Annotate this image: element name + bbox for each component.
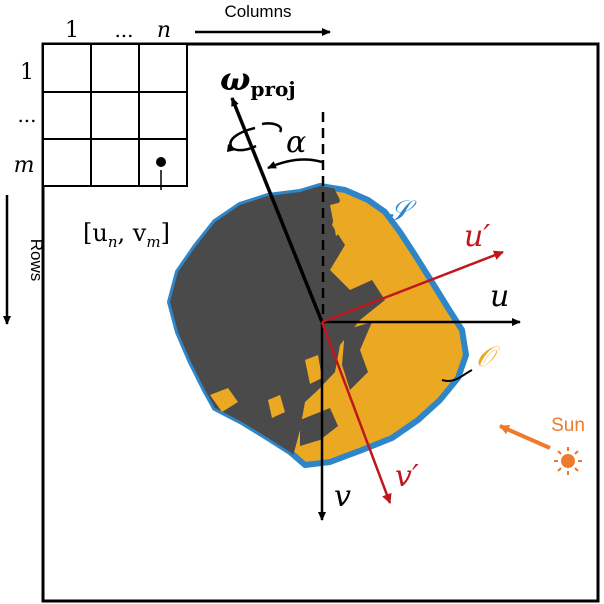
asteroid-lit-patch-3 [330, 202, 346, 236]
col-label-dots: ... [114, 18, 133, 42]
sun-direction-arrow [499, 424, 551, 450]
s-outline-label: 𝒮 [388, 194, 417, 227]
pixel-grid [42, 43, 188, 190]
pixel-dot [156, 157, 166, 167]
v-prime-label: v′ [395, 459, 419, 494]
row-label-dots: ... [17, 103, 36, 127]
alpha-label: α [286, 125, 306, 160]
row-label-1: 1 [20, 60, 34, 85]
u-label: u [490, 279, 509, 314]
v-label: v [334, 479, 351, 514]
sun-label: Sun [551, 415, 585, 436]
rotation-indicator-right [261, 122, 283, 133]
asteroid-lit-patch-2 [268, 395, 285, 418]
omega-proj-label: ωproj [220, 60, 296, 101]
rows-label: Rows [27, 239, 46, 282]
row-label-m: m [14, 153, 35, 178]
u-prime-axis-arrow [321, 250, 504, 324]
rotation-indicator [229, 126, 257, 152]
asteroid [167, 183, 469, 468]
asteroid-lit-patch-1 [210, 388, 238, 412]
alpha-angle-arc [267, 158, 323, 170]
col-label-1: 1 [65, 18, 79, 43]
u-prime-label: u′ [464, 219, 490, 254]
col-label-n: n [157, 18, 171, 43]
spin-axis-arrow [230, 97, 324, 323]
columns-label: Columns [224, 2, 291, 21]
sun-icon [554, 447, 582, 475]
pixel-coordinate-label: [un, vm] [83, 219, 170, 251]
image-frame [41, 42, 600, 603]
v-prime-axis-arrow [320, 321, 392, 504]
asteroid-shadow-patch-1 [342, 322, 372, 390]
asteroid-lit-patch-4 [305, 355, 322, 384]
asteroid-shadow-patch-2 [300, 408, 338, 446]
o-body-label: 𝒪 [476, 340, 500, 373]
o-leader-line [441, 369, 473, 382]
